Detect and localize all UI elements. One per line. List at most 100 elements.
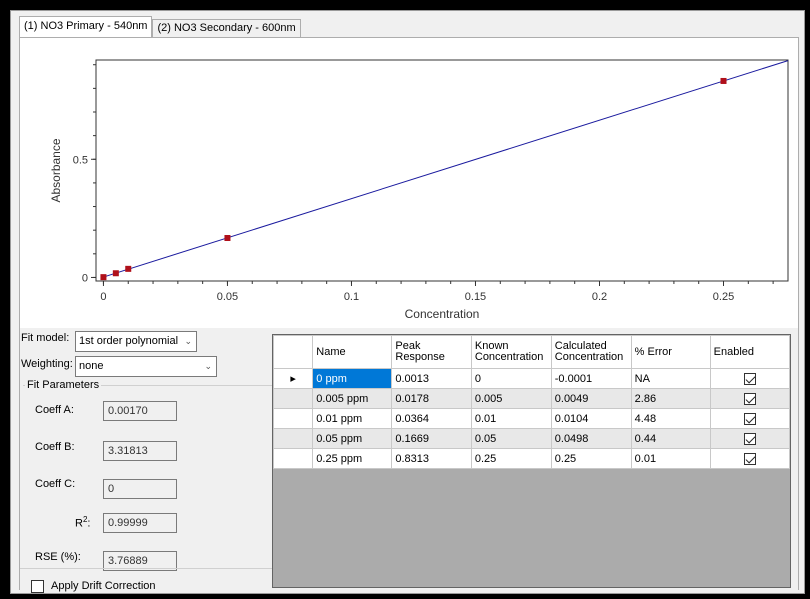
- y-tick-label: 0.5: [73, 154, 88, 166]
- standards-table: Name Peak Response Known Concentration Cal…: [272, 335, 791, 469]
- r-squared-colon: :: [87, 517, 91, 530]
- col-header-name[interactable]: Name: [312, 335, 393, 369]
- table-row[interactable]: 0.05 ppm 0.1669 0.05 0.0498 0.44: [272, 428, 791, 449]
- cell-error[interactable]: 4.48: [630, 408, 711, 429]
- enabled-checkbox[interactable]: [743, 392, 756, 405]
- col-header-name-text: Name: [316, 345, 346, 358]
- col-header-error[interactable]: % Error: [630, 335, 711, 369]
- cell-calc[interactable]: 0.25: [550, 448, 632, 469]
- r-squared-field: 0.99999: [103, 513, 177, 533]
- cell-name[interactable]: 0.005 ppm: [312, 388, 393, 409]
- cell-enabled[interactable]: [709, 388, 791, 409]
- coeff-c-label: Coeff C:: [35, 478, 76, 490]
- cell-peak[interactable]: 0.0178: [391, 388, 472, 409]
- cell-peak[interactable]: 0.0364: [391, 408, 472, 429]
- coeff-a-field: 0.00170: [103, 401, 177, 421]
- col-header-peak-response[interactable]: Peak Response: [391, 335, 472, 369]
- cell-error[interactable]: NA: [630, 368, 711, 389]
- current-row-indicator-icon[interactable]: ▸: [272, 368, 314, 389]
- cell-calc[interactable]: 0.0498: [550, 428, 632, 449]
- y-tick-label: 0: [82, 272, 88, 284]
- cell-known[interactable]: 0.005: [470, 388, 552, 409]
- col-header-enabled[interactable]: Enabled: [709, 335, 791, 369]
- fit-parameters-title: Fit Parameters: [25, 379, 102, 391]
- col-header-error-text: % Error: [634, 345, 672, 358]
- coeff-b-field: 3.31813: [103, 441, 177, 461]
- fit-settings-area: Fit model: 1st order polynomial ⌄ Weight…: [20, 328, 798, 593]
- standards-grid: Name Peak Response Known Concentration Cal…: [272, 334, 791, 588]
- cell-calc[interactable]: 0.0049: [550, 388, 632, 409]
- cell-error[interactable]: 2.86: [630, 388, 711, 409]
- cell-calc[interactable]: 0.0104: [550, 408, 632, 429]
- rse-label: RSE (%):: [35, 551, 81, 563]
- coeff-b-label: Coeff B:: [35, 441, 75, 453]
- data-point: [100, 274, 107, 281]
- x-tick-label: 0.25: [713, 291, 734, 303]
- fit-model-select[interactable]: 1st order polynomial ⌄: [75, 331, 197, 352]
- cell-known[interactable]: 0: [470, 368, 552, 389]
- cell-enabled[interactable]: [709, 428, 791, 449]
- data-point: [125, 265, 132, 272]
- tab-panel: 0 0.05 0.1 0.15 0.2 0.25 0 0.5 Concentration Abso…: [19, 37, 799, 593]
- row-header[interactable]: [272, 428, 314, 449]
- cell-name[interactable]: 0 ppm: [312, 368, 393, 389]
- enabled-checkbox[interactable]: [743, 452, 756, 465]
- row-header[interactable]: [272, 408, 314, 429]
- col-header-line: Peak: [395, 340, 421, 352]
- x-tick-label: 0.05: [217, 291, 238, 303]
- weighting-select[interactable]: none ⌄: [75, 356, 217, 377]
- row-header-corner: [272, 335, 314, 369]
- tab-bar: (1) NO3 Primary - 540nm (2) NO3 Secondar…: [19, 16, 301, 37]
- calibration-chart: 0 0.05 0.1 0.15 0.2 0.25 0 0.5 Concentration Abso…: [49, 59, 789, 321]
- tab-no3-secondary[interactable]: (2) NO3 Secondary - 600nm: [152, 19, 301, 37]
- y-axis-label: Absorbance: [49, 138, 63, 202]
- chevron-down-icon: ⌄: [184, 336, 192, 346]
- enabled-checkbox[interactable]: [743, 432, 756, 445]
- cell-peak[interactable]: 0.1669: [391, 428, 472, 449]
- enabled-checkbox[interactable]: [743, 412, 756, 425]
- cell-known[interactable]: 0.25: [470, 448, 552, 469]
- cell-known[interactable]: 0.05: [470, 428, 552, 449]
- x-axis-label: Concentration: [405, 307, 480, 321]
- cell-known[interactable]: 0.01: [470, 408, 552, 429]
- fit-model-label: Fit model:: [21, 332, 70, 344]
- col-header-line: Concentration: [474, 351, 544, 363]
- weighting-label: Weighting:: [21, 358, 73, 370]
- cell-calc[interactable]: -0.0001: [550, 368, 632, 389]
- table-row[interactable]: ▸ 0 ppm 0.0013 0 -0.0001 NA: [272, 368, 791, 389]
- cell-enabled[interactable]: [709, 368, 791, 389]
- table-row[interactable]: 0.005 ppm 0.0178 0.005 0.0049 2.86: [272, 388, 791, 409]
- cell-name[interactable]: 0.25 ppm: [312, 448, 393, 469]
- cell-peak[interactable]: 0.8313: [391, 448, 472, 469]
- col-header-calculated-concentration[interactable]: Calculated Concentration: [550, 335, 632, 369]
- cell-name[interactable]: 0.05 ppm: [312, 428, 393, 449]
- cell-peak[interactable]: 0.0013: [391, 368, 472, 389]
- fit-parameters-group: Fit Parameters Coeff A: 0.00170 Coeff B:…: [23, 379, 272, 571]
- weighting-value: none: [79, 360, 104, 372]
- cell-error[interactable]: 0.01: [630, 448, 711, 469]
- col-header-line: Known: [474, 340, 509, 352]
- fit-line: [103, 60, 789, 278]
- row-header[interactable]: [272, 448, 314, 469]
- coeff-a-label: Coeff A:: [35, 404, 74, 416]
- cell-name[interactable]: 0.01 ppm: [312, 408, 393, 429]
- table-row[interactable]: 0.25 ppm 0.8313 0.25 0.25 0.01: [272, 448, 791, 469]
- data-point: [224, 235, 231, 242]
- cell-error[interactable]: 0.44: [630, 428, 711, 449]
- col-header-known-concentration[interactable]: Known Concentration: [470, 335, 552, 369]
- data-point: [112, 270, 119, 277]
- cell-enabled[interactable]: [709, 448, 791, 469]
- table-row[interactable]: 0.01 ppm 0.0364 0.01 0.0104 4.48: [272, 408, 791, 429]
- rse-field: 3.76889: [103, 551, 177, 571]
- x-tick-label: 0.1: [344, 291, 359, 303]
- x-tick-label: 0: [100, 291, 106, 303]
- cell-enabled[interactable]: [709, 408, 791, 429]
- fit-model-value: 1st order polynomial: [79, 335, 179, 347]
- row-header[interactable]: [272, 388, 314, 409]
- x-tick-label: 0.2: [592, 291, 607, 303]
- tab-no3-primary[interactable]: (1) NO3 Primary - 540nm: [19, 16, 153, 37]
- drift-correction-checkbox[interactable]: [31, 580, 44, 593]
- enabled-checkbox[interactable]: [743, 372, 756, 385]
- table-header-row: Name Peak Response Known Concentration Cal…: [272, 335, 791, 369]
- r-squared-label: R2:: [75, 515, 90, 530]
